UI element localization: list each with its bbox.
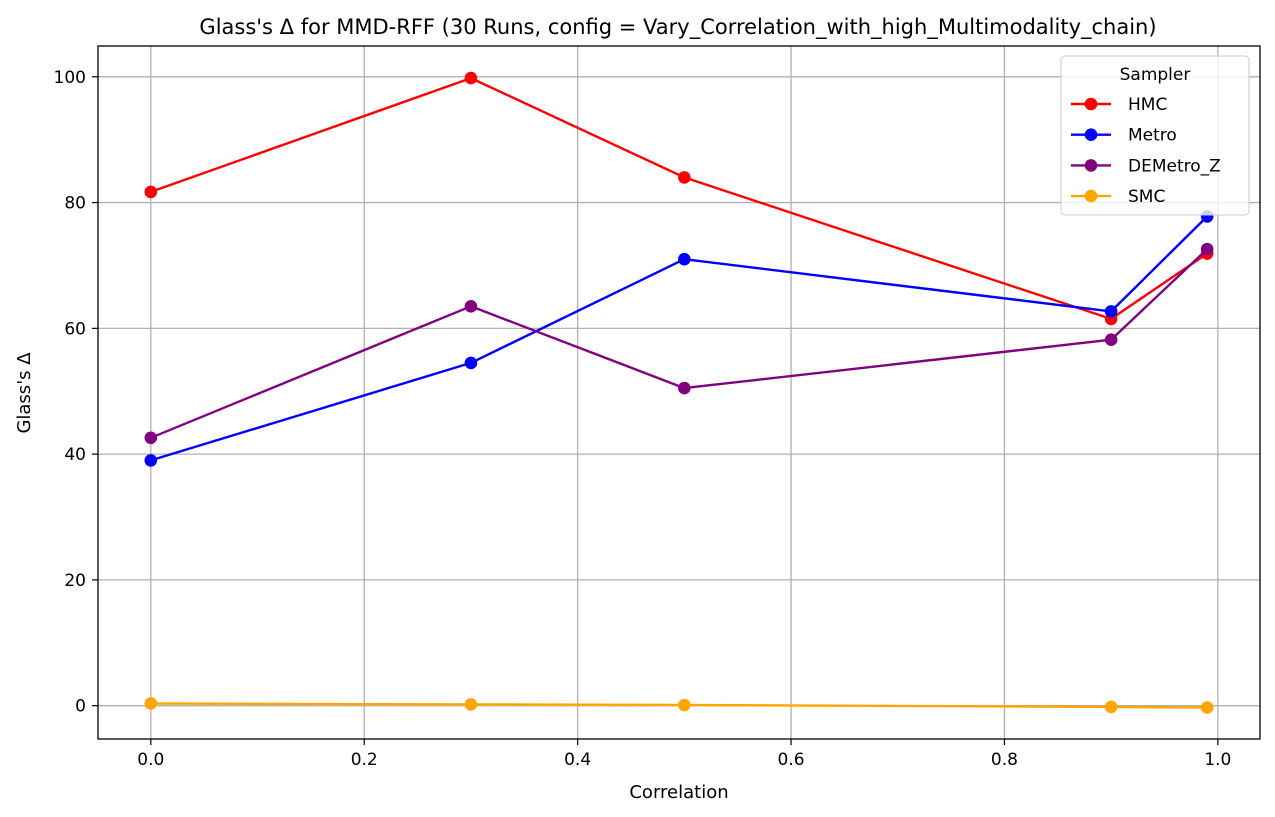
data-point	[464, 300, 478, 313]
legend: Sampler HMC Metro DEMetro_Z SMC	[1060, 55, 1250, 216]
legend-entry: Metro	[1071, 126, 1177, 146]
x-tick-label: 0.6	[778, 750, 805, 770]
data-point	[1200, 242, 1214, 256]
legend-entry: DEMetro_Z	[1071, 156, 1221, 176]
series-line	[150, 76, 1208, 321]
data-point	[144, 697, 158, 710]
data-point	[464, 71, 478, 85]
chart-title: Glass's Δ for MMD-RFF (30 Runs, config =…	[199, 15, 1156, 40]
x-axis-ticks: 0.0 0.2 0.4 0.6 0.8 1.0	[137, 739, 1231, 770]
legend-label: HMC	[1128, 95, 1167, 115]
legend-label: Metro	[1128, 126, 1177, 146]
data-point	[464, 698, 478, 711]
legend-title: Sampler	[1120, 65, 1191, 85]
y-axis-ticks: 0 20 40 60 80 100	[54, 68, 98, 717]
data-point	[144, 454, 158, 467]
data-point	[144, 185, 158, 199]
data-point	[1200, 701, 1214, 714]
x-tick-label: 0.0	[137, 750, 164, 770]
series-layer	[144, 71, 1214, 714]
legend-entry: SMC	[1071, 187, 1165, 207]
y-tick-label: 40	[64, 445, 86, 465]
y-tick-label: 100	[54, 68, 86, 88]
data-point	[678, 698, 691, 712]
legend-label: DEMetro_Z	[1128, 156, 1221, 176]
plot-frame	[97, 45, 1261, 740]
x-tick-label: 0.8	[991, 750, 1018, 770]
legend-label: SMC	[1128, 187, 1165, 207]
legend-marker	[1084, 189, 1098, 203]
series-metro	[144, 210, 1214, 467]
legend-marker	[1084, 128, 1098, 141]
data-point	[678, 381, 691, 395]
data-point	[1104, 333, 1118, 346]
series-line	[150, 248, 1209, 439]
data-point	[144, 431, 158, 445]
x-tick-label: 0.4	[564, 750, 591, 770]
y-tick-label: 80	[64, 194, 86, 214]
legend-entries: HMC Metro DEMetro_Z SMC	[1071, 95, 1221, 207]
data-point	[1104, 700, 1118, 714]
y-tick-label: 0	[75, 697, 86, 717]
x-tick-label: 1.0	[1204, 750, 1231, 770]
data-point	[678, 252, 691, 266]
series-demetro-z	[144, 242, 1214, 445]
legend-marker	[1084, 97, 1098, 111]
data-point	[1104, 305, 1118, 318]
legend-entry: HMC	[1071, 95, 1167, 115]
x-axis-label: Correlation	[629, 782, 728, 803]
x-tick-label: 0.2	[351, 750, 378, 770]
y-tick-label: 20	[64, 571, 86, 591]
y-tick-label: 60	[64, 319, 86, 339]
y-axis-label: Glass's Δ	[14, 352, 35, 434]
legend-box	[1060, 55, 1250, 216]
data-point	[464, 356, 478, 370]
series-line	[150, 215, 1209, 462]
data-point	[678, 171, 691, 184]
series-smc	[144, 697, 1214, 714]
legend-marker	[1084, 159, 1098, 172]
series-hmc	[144, 71, 1214, 326]
